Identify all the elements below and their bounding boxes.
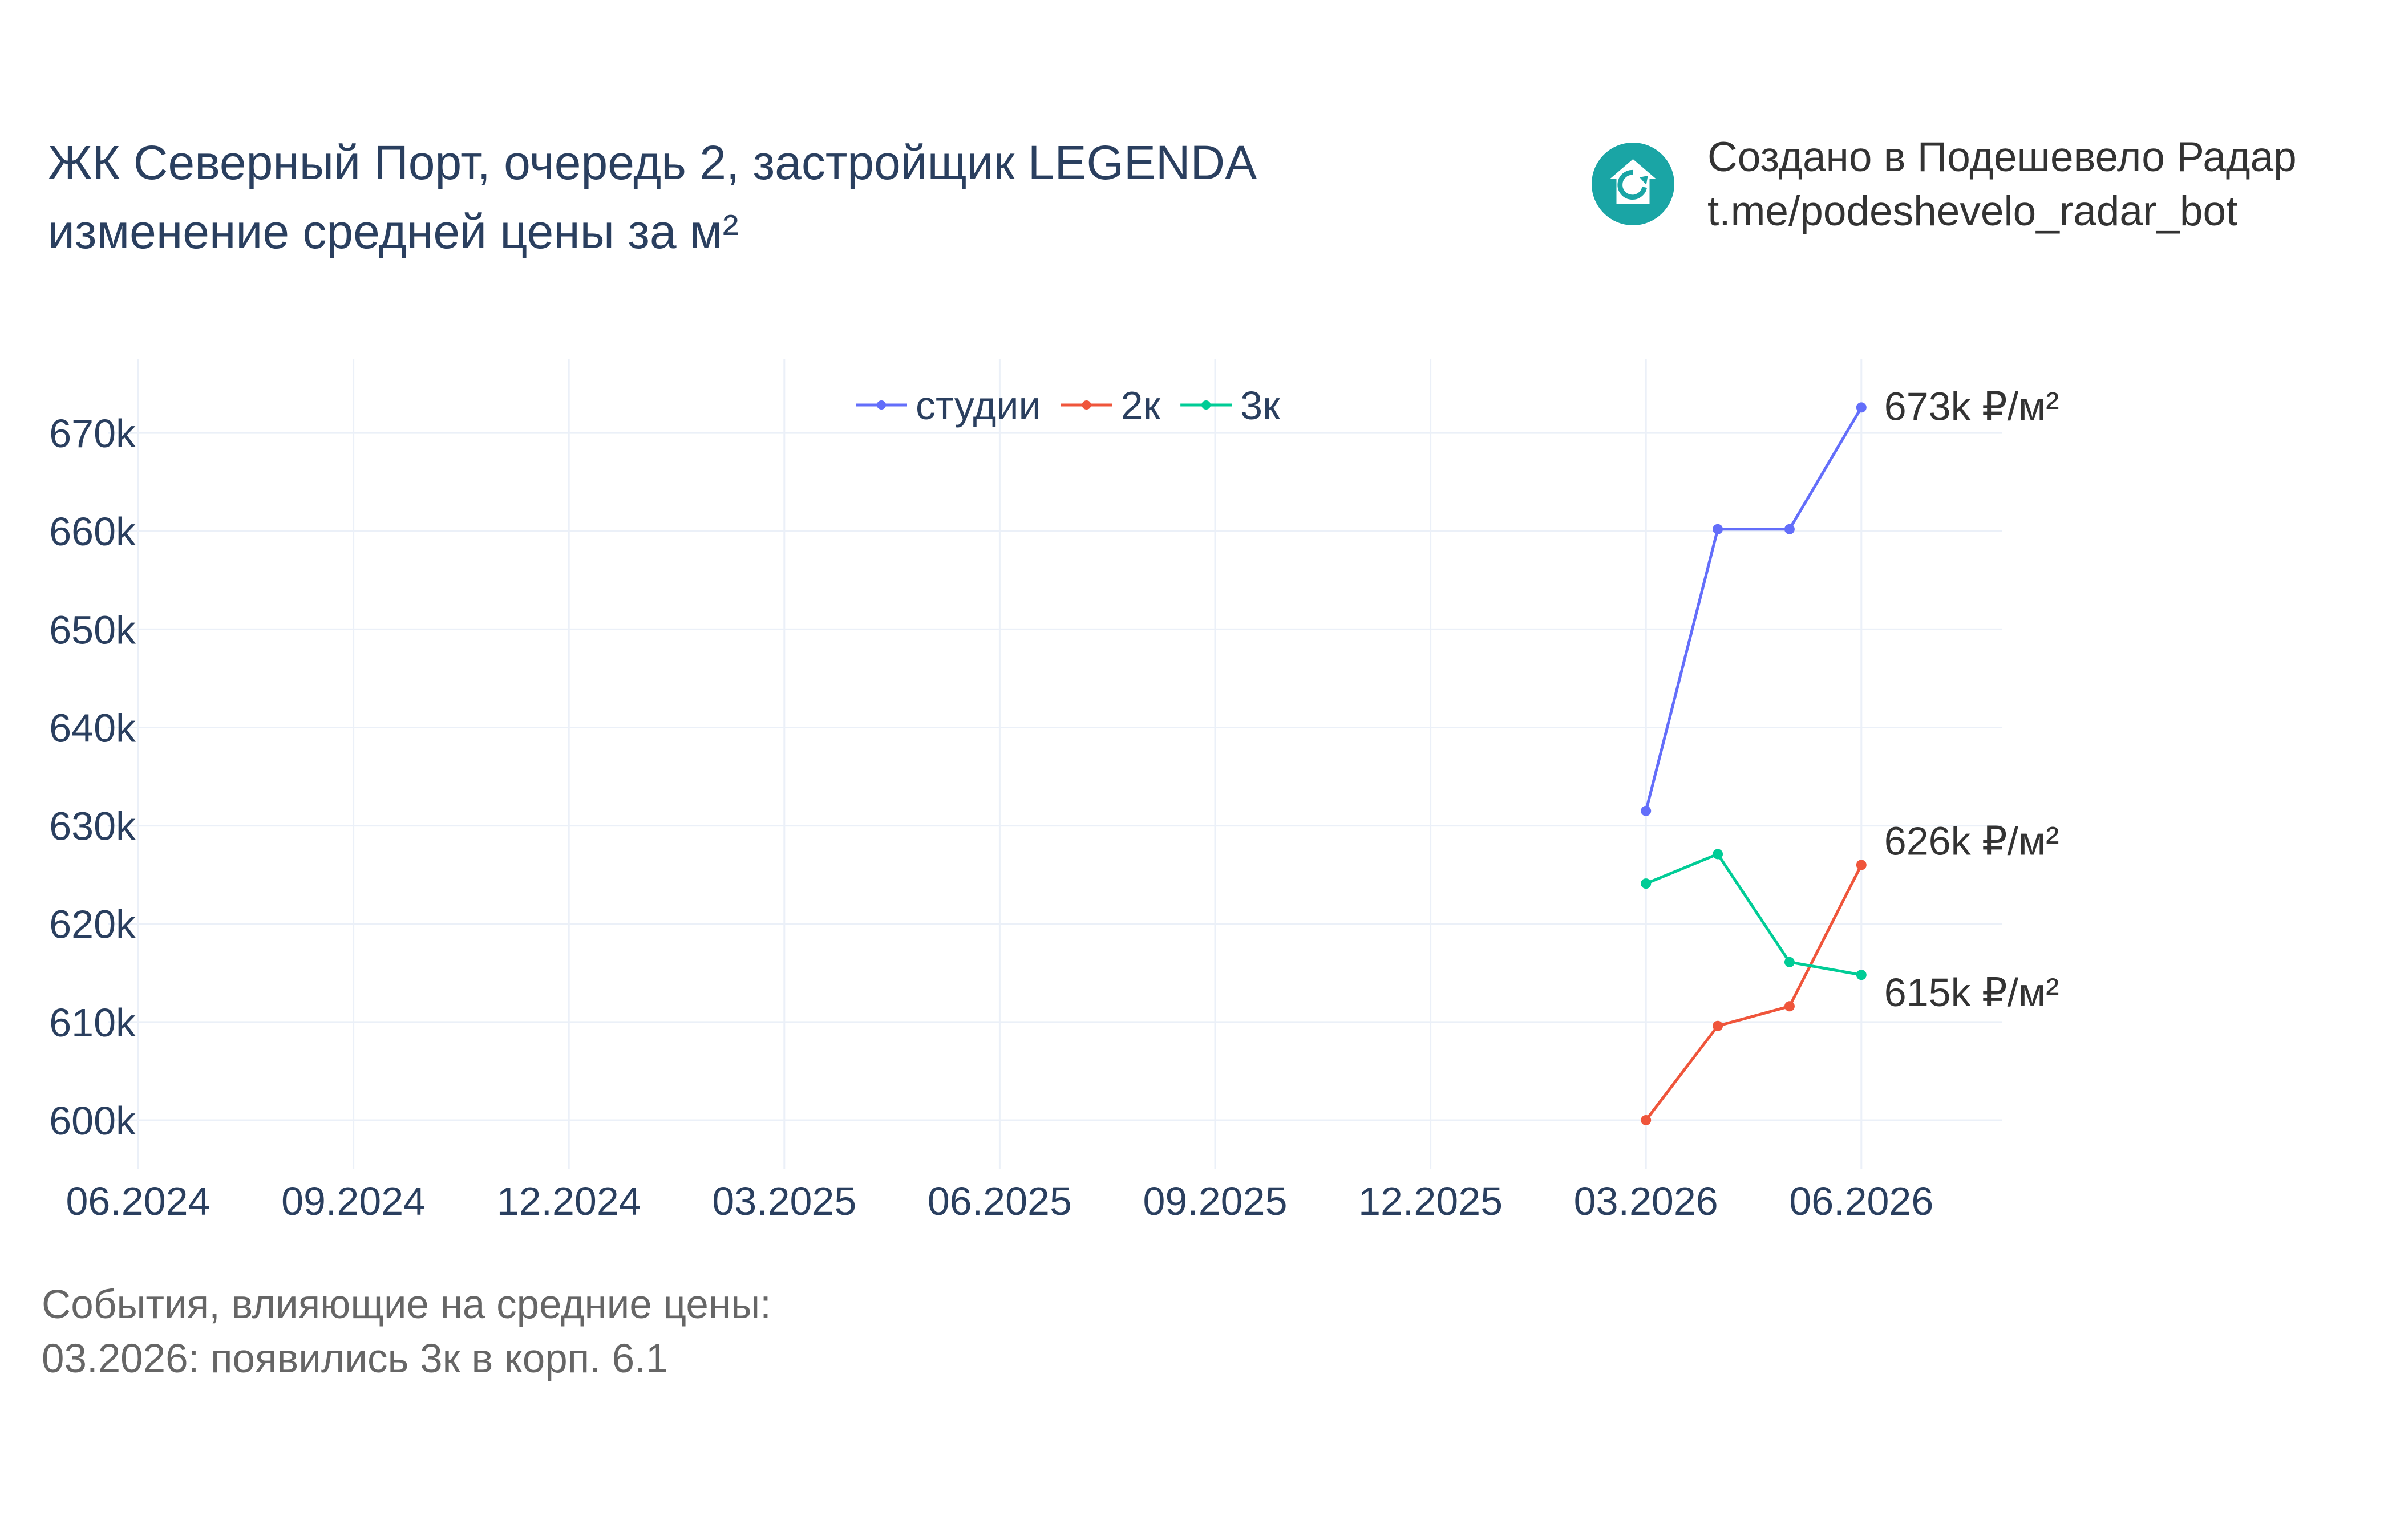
x-tick-label: 06.2026 [1789, 1179, 1933, 1223]
y-axis-ticks: 600k 610k 620k 630k 640k 650k 660k 670k [49, 411, 136, 1143]
line-chart: 600k 610k 620k 630k 640k 650k 660k 670k 06.2024… [49, 359, 2059, 1223]
house-refresh-icon [1592, 143, 1674, 225]
legend-label: 2к [1121, 383, 1161, 428]
x-tick-label: 12.2024 [497, 1179, 641, 1223]
brand-text: Создано в Подешевело Радар t.me/podeshev… [1707, 130, 2297, 238]
x-tick-label: 06.2025 [928, 1179, 1072, 1223]
y-tick-label: 600k [49, 1099, 136, 1143]
y-tick-label: 630k [49, 804, 136, 849]
legend-marker [877, 400, 886, 410]
y-tick-label: 640k [49, 706, 136, 750]
data-point [1784, 1001, 1795, 1012]
data-point [1641, 878, 1652, 889]
data-point [1784, 524, 1795, 534]
y-tick-label: 660k [49, 509, 136, 554]
series-lines [1641, 402, 1867, 1125]
x-tick-label: 12.2025 [1358, 1179, 1503, 1223]
x-axis-ticks: 06.2024 09.2024 12.2024 03.2025 06.2025 09.20… [66, 1179, 1933, 1223]
event-item: 03.2026: появились 3к в корп. 6.1 [42, 1336, 669, 1381]
legend-label: студии [916, 383, 1041, 428]
title-line-1: ЖК Северный Порт, очередь 2, застройщик … [48, 136, 1257, 189]
legend-marker [1201, 400, 1211, 410]
y-tick-label: 610k [49, 1000, 136, 1045]
end-label: 626k ₽/м² [1884, 818, 2059, 863]
y-gridlines [108, 432, 2002, 1121]
data-point [1784, 957, 1795, 967]
end-labels: 673k ₽/м² 626k ₽/м² 615k ₽/м² [1884, 384, 2059, 1015]
data-point [1856, 402, 1867, 413]
y-tick-label: 620k [49, 902, 136, 947]
data-point [1713, 1020, 1723, 1031]
brand-link[interactable]: t.me/podeshevelo_radar_bot [1707, 188, 2238, 234]
data-point [1641, 1115, 1652, 1125]
x-gridlines [137, 359, 1863, 1169]
chart-title: ЖК Северный Порт, очередь 2, застройщик … [48, 128, 1257, 266]
x-tick-label: 06.2024 [66, 1179, 210, 1223]
data-point [1856, 970, 1867, 980]
end-label: 673k ₽/м² [1884, 384, 2059, 428]
data-point [1713, 524, 1723, 534]
legend: студии 2к 3к [856, 383, 1280, 428]
data-point [1856, 860, 1867, 870]
legend-label: 3к [1240, 383, 1280, 428]
y-tick-label: 670k [49, 411, 136, 456]
legend-marker [1082, 400, 1091, 410]
events-heading: События, влияющие на средние цены: [42, 1282, 771, 1327]
x-tick-label: 03.2025 [712, 1179, 856, 1223]
data-point [1713, 849, 1723, 860]
data-point [1641, 805, 1652, 816]
series-line [1644, 407, 1863, 812]
x-tick-label: 03.2026 [1574, 1179, 1718, 1223]
y-tick-label: 650k [49, 607, 136, 652]
end-label: 615k ₽/м² [1884, 970, 2059, 1015]
x-tick-label: 09.2024 [281, 1179, 426, 1223]
x-tick-label: 09.2025 [1143, 1179, 1287, 1223]
events-note: События, влияющие на средние цены: 03.20… [42, 1278, 771, 1386]
brand-name: Создано в Подешевело Радар [1707, 134, 2297, 180]
series-line [1645, 852, 1862, 976]
title-line-2: изменение средней цены за м² [48, 205, 739, 258]
series-line [1645, 864, 1863, 1121]
